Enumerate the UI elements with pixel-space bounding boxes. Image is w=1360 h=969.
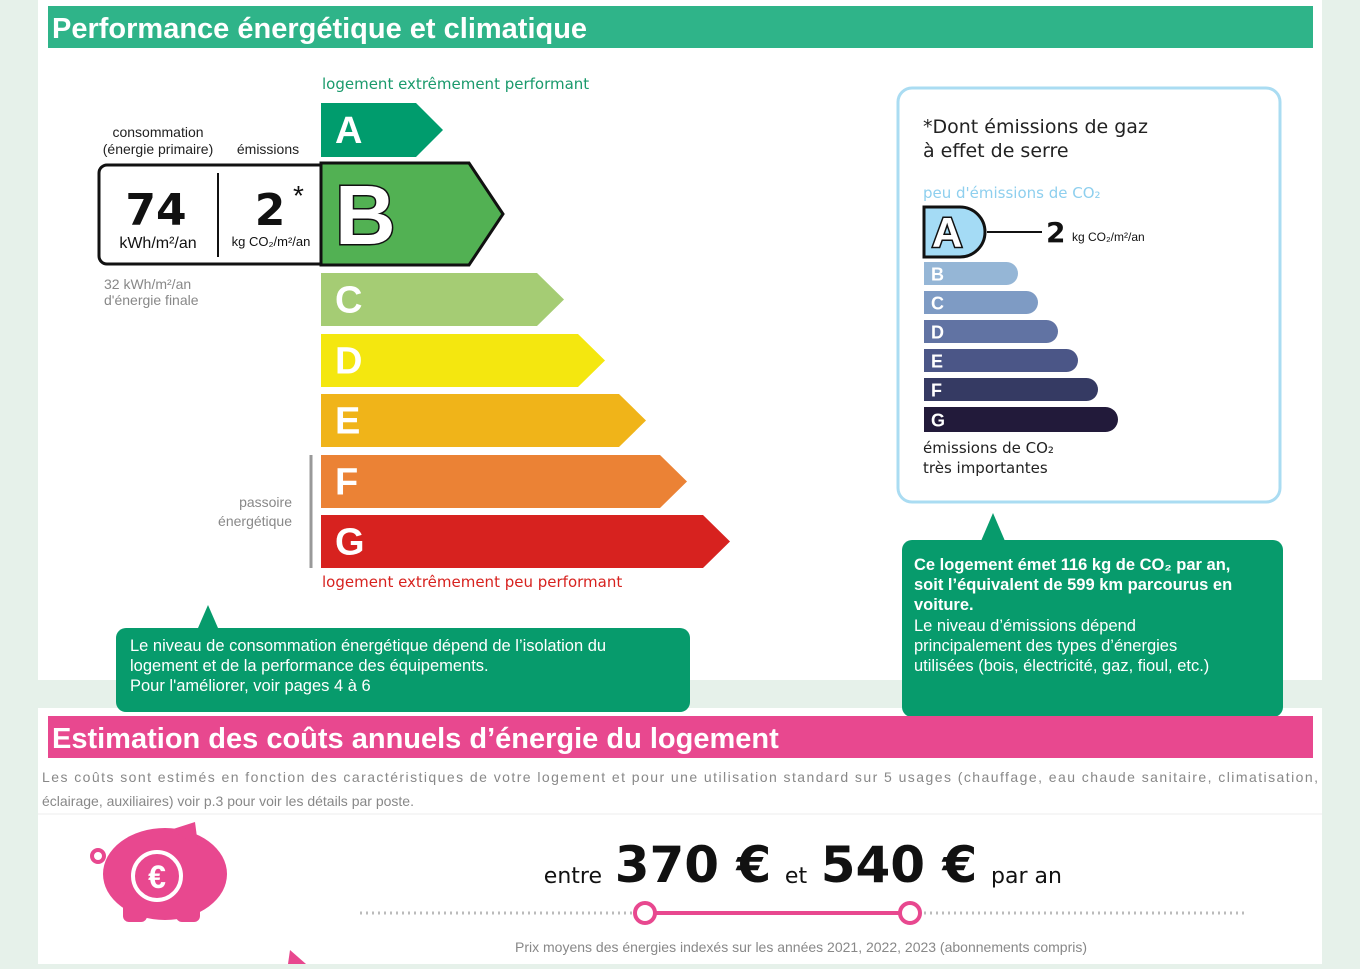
energy-class-letter: B [335,168,396,262]
energy-class-letter: E [335,401,360,443]
climate-class-bar [924,320,1058,343]
climate-class-bar [922,205,987,259]
callout-pointer [981,513,1005,541]
low-cost: 370 € [615,836,772,894]
energy-class-bar [321,515,730,568]
asterisk: * [293,180,304,211]
range-end [633,901,657,925]
high-cost: 540 € [821,836,978,894]
climate-class-bar [924,262,1019,285]
note-bold: voiture. [914,596,974,614]
piggy-icon: € [90,822,227,922]
section-title: Estimation des coûts annuels d’énergie d… [52,723,779,755]
bottom-label: logement extrêmement peu performant [322,573,622,591]
label: entre [544,864,602,889]
climate-class-letter: B [931,265,944,285]
energy-class-letter: D [335,341,362,383]
top-label: logement extrêmement performant [322,75,589,93]
energy-class-bar [319,161,505,267]
climate-class-letter: F [931,381,942,401]
note: Pour l'améliorer, voir pages 4 à 6 [130,677,371,695]
decoration [288,950,306,964]
energy-class-bar [321,394,646,447]
label: (énergie primaire) [103,141,213,157]
passoire: énergétique [218,513,292,529]
energy-class-bar [321,334,605,387]
unit: kg CO₂/m²/an [232,234,311,249]
note-bold: soit l’équivalent de 599 km parcourus en [914,576,1232,594]
label: et [785,864,808,889]
label: consommation [112,124,203,140]
header-bar [48,6,1313,48]
intro: éclairage, auxiliaires) voir p.3 pour vo… [42,793,414,809]
label: par an [991,864,1062,889]
emission-value: 2 [255,185,286,236]
energy-class-letter: C [335,280,362,322]
unit: kWh/m²/an [119,235,196,252]
climate-class-bar [924,407,1118,432]
energy-class-bar [321,455,687,508]
passoire: passoire [239,494,292,510]
note: utilisées (bois, électricité, gaz, fioul… [914,657,1209,675]
climate-class-letter: C [931,294,944,314]
climate-class-letter: A [932,209,962,256]
energy-class-bar [321,273,564,326]
climate-top-label: peu d'émissions de CO₂ [923,184,1101,202]
energy-class-letter: A [335,110,362,152]
range-end [898,901,922,925]
climate-bottom-label: très importantes [923,459,1048,477]
climate-heading: *Dont émissions de gaz [923,116,1148,138]
note: principalement des types d’énergies [914,637,1177,655]
climate-class-letter: G [931,411,945,431]
footnote: Prix moyens des énergies indexés sur les… [515,939,1087,955]
note: logement et de la performance des équipe… [130,657,489,675]
callout [116,628,690,712]
svg-text:€: € [148,859,166,895]
climate-class-letter: E [931,352,943,372]
consumption-value: 74 [125,185,186,236]
intro: Les coûts sont estimés en fonction des c… [42,769,1318,785]
climate-class-bar [924,291,1038,314]
unit: kg CO₂/m²/an [1072,230,1145,244]
climate-class-letter: D [931,323,944,343]
climate-class-bar [924,378,1098,401]
callout-pointer [198,605,218,628]
energy-class-bar [321,103,443,157]
final-energy: 32 kWh/m²/an [104,276,191,292]
climate-heading: à effet de serre [923,140,1069,162]
label: émissions [237,141,299,157]
climate-class-bar [924,349,1078,372]
note-bold: Ce logement émet 116 kg de CO₂ par an, [914,556,1230,574]
climate-value: 2 [1046,216,1065,249]
final-energy: d'énergie finale [104,292,199,308]
callout [902,540,1283,717]
energy-class-letter: F [335,462,358,504]
climate-bottom-label: émissions de CO₂ [923,439,1054,457]
note: Le niveau d’émissions dépend [914,617,1136,635]
header-bar [48,716,1313,758]
note: Le niveau de consommation énergétique dé… [130,637,606,655]
section-title: Performance énergétique et climatique [52,13,587,45]
energy-class-letter: G [335,522,365,564]
